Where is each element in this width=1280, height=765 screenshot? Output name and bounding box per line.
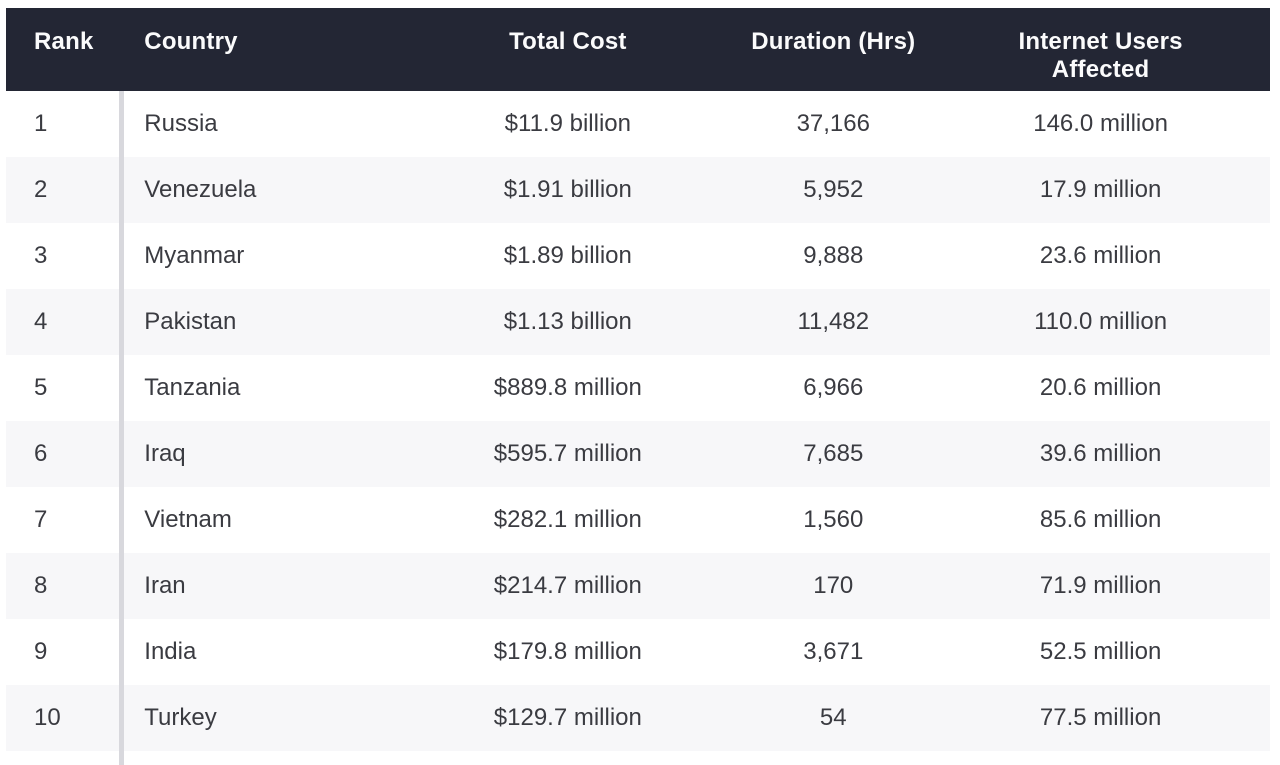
cell-country: Iran [144, 572, 186, 599]
cell-duration: 11,482 [797, 308, 870, 335]
cell-internet-users: 17.9 million [1039, 176, 1162, 203]
rank-column-divider [119, 91, 124, 765]
cell-country: Vietnam [144, 506, 232, 533]
cell-rank: 5 [34, 374, 48, 401]
cell-total-cost: $129.7 million [493, 704, 642, 731]
cell-internet-users: 20.6 million [1039, 374, 1162, 401]
cell-internet-users: 110.0 million [1034, 308, 1168, 335]
cell-internet-users: 23.6 million [1039, 242, 1162, 269]
cell-country: Pakistan [144, 308, 237, 335]
header-internet-users-label: Internet Users Affected [1018, 28, 1183, 83]
cell-total-cost: $179.8 million [493, 638, 642, 665]
cell-duration: 5,952 [803, 176, 864, 203]
cell-total-cost: $1.91 billion [503, 176, 632, 203]
table-row: 9 India $179.8 million 3,671 52.5 millio… [6, 619, 1270, 685]
table-body: 1 Russia $11.9 billion 37,166 146.0 mill… [6, 91, 1270, 751]
cell-total-cost: $595.7 million [493, 440, 642, 467]
cell-internet-users: 77.5 million [1039, 704, 1162, 731]
cell-country: Venezuela [144, 176, 257, 203]
table-row: 10 Turkey $129.7 million 54 77.5 million [6, 685, 1270, 751]
cell-country: Turkey [144, 704, 217, 731]
table-header-row: Rank Country Total Cost Duration (Hrs) I… [6, 8, 1270, 91]
cell-country: Russia [144, 110, 218, 137]
cell-duration: 6,966 [803, 374, 864, 401]
cell-total-cost: $1.13 billion [503, 308, 632, 335]
cell-internet-users: 85.6 million [1039, 506, 1162, 533]
table-row: 7 Vietnam $282.1 million 1,560 85.6 mill… [6, 487, 1270, 553]
cell-internet-users: 52.5 million [1039, 638, 1162, 665]
cell-duration: 7,685 [803, 440, 864, 467]
cell-country: India [144, 638, 197, 665]
shutdown-cost-table: Rank Country Total Cost Duration (Hrs) I… [6, 8, 1270, 765]
cell-duration: 170 [813, 572, 854, 599]
table-row: 3 Myanmar $1.89 billion 9,888 23.6 milli… [6, 223, 1270, 289]
cell-total-cost: $1.89 billion [503, 242, 632, 269]
cell-rank: 8 [34, 572, 48, 599]
cell-rank: 2 [34, 176, 48, 203]
header-internet-users: Internet Users Affected [931, 28, 1270, 91]
cell-rank: 4 [34, 308, 48, 335]
cell-country: Myanmar [144, 242, 245, 269]
cell-duration: 54 [819, 704, 847, 731]
cell-rank: 10 [34, 704, 61, 731]
header-total-cost: Total Cost [509, 28, 627, 55]
cell-total-cost: $11.9 billion [504, 110, 631, 137]
table-row: 2 Venezuela $1.91 billion 5,952 17.9 mil… [6, 157, 1270, 223]
cell-rank: 1 [34, 110, 48, 137]
cell-internet-users: 39.6 million [1039, 440, 1162, 467]
cell-duration: 9,888 [803, 242, 864, 269]
cell-duration: 3,671 [803, 638, 864, 665]
table-row: 5 Tanzania $889.8 million 6,966 20.6 mil… [6, 355, 1270, 421]
cell-internet-users: 146.0 million [1033, 110, 1168, 137]
cell-country: Iraq [144, 440, 186, 467]
table-row: 1 Russia $11.9 billion 37,166 146.0 mill… [6, 91, 1270, 157]
table-row: 8 Iran $214.7 million 170 71.9 million [6, 553, 1270, 619]
cell-total-cost: $214.7 million [493, 572, 642, 599]
cell-total-cost: $282.1 million [493, 506, 642, 533]
header-country: Country [144, 28, 238, 55]
cell-rank: 6 [34, 440, 48, 467]
cell-total-cost: $889.8 million [493, 374, 642, 401]
cell-internet-users: 71.9 million [1039, 572, 1162, 599]
cell-country: Tanzania [144, 374, 241, 401]
cell-rank: 3 [34, 242, 48, 269]
table-row: 4 Pakistan $1.13 billion 11,482 110.0 mi… [6, 289, 1270, 355]
cell-duration: 1,560 [803, 506, 864, 533]
cell-rank: 7 [34, 506, 48, 533]
cell-duration: 37,166 [796, 110, 870, 137]
header-rank: Rank [34, 28, 94, 55]
table-row: 6 Iraq $595.7 million 7,685 39.6 million [6, 421, 1270, 487]
header-duration: Duration (Hrs) [751, 28, 916, 55]
cell-rank: 9 [34, 638, 48, 665]
